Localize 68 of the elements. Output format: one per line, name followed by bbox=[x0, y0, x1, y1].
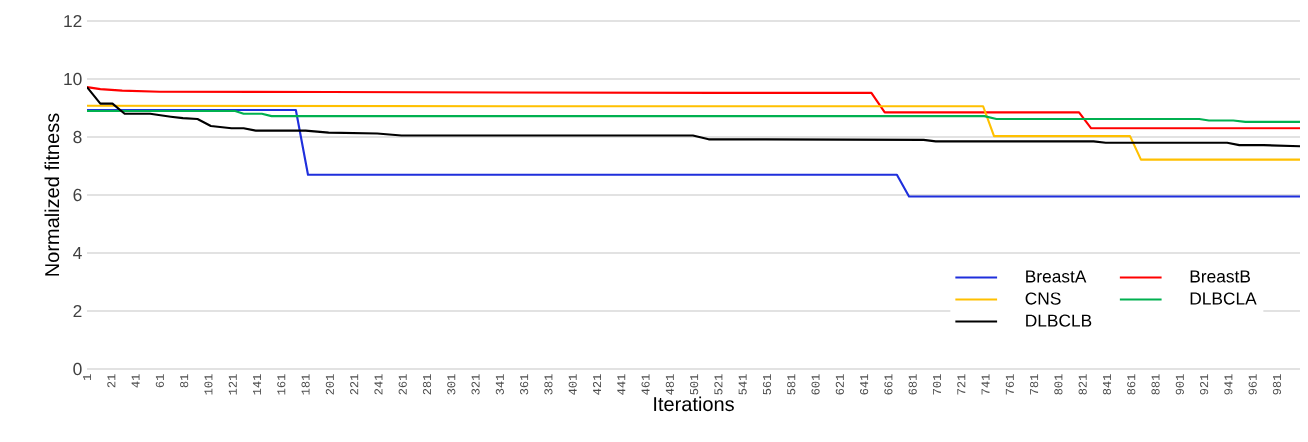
x-tick-label: 841 bbox=[1102, 374, 1112, 395]
x-tick-label: 561 bbox=[762, 374, 772, 395]
legend-label: BreastA bbox=[1026, 270, 1087, 283]
legend-label: CNS bbox=[1025, 292, 1061, 305]
x-tick-label: 361 bbox=[520, 374, 529, 395]
x-tick-label: 781 bbox=[1030, 374, 1039, 395]
x-tick-label: 521 bbox=[714, 374, 723, 395]
x-tick-label: 761 bbox=[1005, 374, 1014, 395]
x-tick-label: 221 bbox=[350, 374, 359, 395]
x-tick-label: 941 bbox=[1224, 374, 1233, 395]
legend-label: DLBCLA bbox=[1190, 292, 1257, 305]
x-tick-label: 981 bbox=[1272, 374, 1282, 395]
x-tick-label: 461 bbox=[641, 374, 650, 395]
x-tick-label: 541 bbox=[738, 374, 747, 395]
x-tick-label: 621 bbox=[835, 374, 844, 395]
x-tick-label: 881 bbox=[1151, 374, 1160, 395]
y-tick-label: 12 bbox=[64, 14, 82, 28]
legend-label: DLBCLB bbox=[1026, 314, 1092, 327]
x-tick-label: 501 bbox=[690, 374, 699, 395]
x-tick-label: 581 bbox=[787, 374, 796, 395]
line-series bbox=[87, 86, 1301, 148]
x-tick-label: 101 bbox=[204, 374, 213, 395]
x-tick-label: 121 bbox=[228, 374, 237, 395]
y-tick-label: 6 bbox=[73, 188, 82, 202]
legend-label: BreastB bbox=[1190, 270, 1250, 283]
x-tick-label: 961 bbox=[1248, 374, 1257, 395]
x-tick-label: 21 bbox=[107, 374, 116, 388]
x-tick-label: 441 bbox=[617, 374, 626, 395]
y-tick-label: 2 bbox=[73, 304, 82, 318]
x-tick-label: 701 bbox=[932, 374, 942, 395]
x-tick-label: 821 bbox=[1078, 374, 1087, 395]
x-tick-label: 61 bbox=[155, 374, 164, 388]
x-tick-label: 81 bbox=[180, 374, 189, 388]
x-tick-label: 721 bbox=[957, 374, 966, 395]
x-tick-label: 921 bbox=[1200, 374, 1209, 395]
x-tick-label: 341 bbox=[495, 374, 504, 395]
y-tick-label: 8 bbox=[73, 130, 82, 144]
x-tick-label: 601 bbox=[811, 374, 820, 395]
x-tick-label: 741 bbox=[981, 374, 990, 395]
y-tick-label: 4 bbox=[73, 247, 82, 259]
x-tick-label: 641 bbox=[860, 374, 869, 395]
x-axis-title: Iterations bbox=[654, 396, 734, 412]
x-tick-label: 241 bbox=[374, 374, 383, 395]
x-tick-label: 401 bbox=[568, 374, 577, 395]
y-tick-label: 0 bbox=[73, 362, 82, 376]
x-tick-label: 1 bbox=[83, 374, 91, 381]
x-tick-label: 681 bbox=[908, 374, 917, 395]
line-series bbox=[87, 109, 1301, 123]
x-tick-label: 201 bbox=[325, 374, 334, 395]
x-tick-label: 381 bbox=[544, 374, 553, 395]
x-tick-label: 181 bbox=[301, 374, 310, 395]
line-series bbox=[87, 86, 1301, 130]
y-tick-label: 10 bbox=[64, 72, 82, 86]
x-tick-label: 801 bbox=[1054, 374, 1063, 395]
x-tick-label: 301 bbox=[447, 374, 456, 395]
x-tick-label: 41 bbox=[131, 374, 140, 388]
x-tick-label: 861 bbox=[1127, 374, 1136, 395]
x-tick-label: 141 bbox=[253, 374, 261, 395]
x-tick-label: 901 bbox=[1175, 374, 1184, 395]
x-tick-label: 281 bbox=[422, 374, 432, 395]
x-tick-label: 481 bbox=[665, 374, 674, 395]
x-tick-label: 261 bbox=[398, 374, 407, 395]
x-tick-label: 161 bbox=[277, 374, 286, 395]
x-tick-label: 421 bbox=[592, 374, 601, 395]
y-axis-title: Normalized fitness bbox=[44, 113, 60, 276]
x-tick-label: 661 bbox=[884, 374, 893, 395]
x-tick-label: 321 bbox=[471, 374, 480, 395]
line-series bbox=[87, 104, 1301, 161]
